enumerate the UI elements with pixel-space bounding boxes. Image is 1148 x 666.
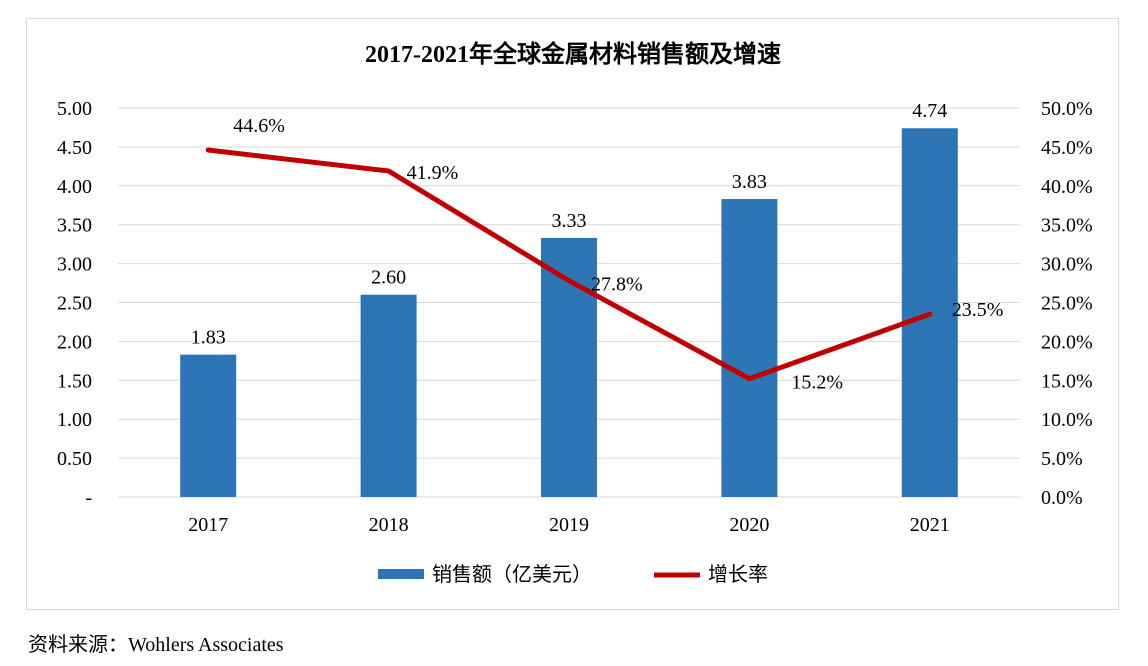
- x-tick-label: 2021: [910, 514, 950, 536]
- right-tick-label: 40.0%: [1041, 176, 1093, 198]
- bar: [541, 237, 597, 497]
- x-tick-label: 2019: [549, 514, 589, 536]
- left-tick-label: 1.50: [57, 370, 92, 392]
- left-tick-label: 5.00: [57, 98, 92, 120]
- right-tick-label: 50.0%: [1041, 98, 1093, 120]
- bar: [721, 199, 778, 497]
- line-value-label: 23.5%: [952, 299, 1004, 321]
- x-tick-label: 2017: [188, 514, 228, 536]
- left-axis: - 0.50 1.00 1.50 2.00 2.50 3.00 3.50 4.00 4.50 5.0…: [57, 98, 92, 509]
- left-tick-label: 2.50: [57, 293, 92, 315]
- left-tick-label: 3.00: [57, 254, 92, 276]
- left-tick-label: 1.00: [57, 409, 92, 431]
- legend-label-bar: 销售额（亿美元）: [432, 563, 592, 586]
- right-tick-label: 20.0%: [1041, 331, 1093, 353]
- growth-line: [205, 147, 933, 382]
- left-tick-label: 3.50: [57, 215, 92, 237]
- x-tick-label: 2020: [729, 514, 769, 536]
- left-tick-label: 4.50: [57, 137, 92, 159]
- x-axis: 2017 2018 2019 2020 2021: [188, 514, 950, 536]
- legend-swatch-bar: [378, 569, 424, 579]
- line-value-label: 15.2%: [791, 372, 843, 394]
- chart-title: 2017-2021年全球金属材料销售额及增速: [365, 40, 781, 68]
- bar-series: 1.83 2.60 3.33 3.83 4.74: [180, 100, 958, 497]
- bar: [360, 294, 417, 497]
- legend-label-line: 增长率: [708, 563, 768, 586]
- bar-value-label: 2.60: [371, 267, 406, 289]
- line-series: 44.6% 41.9% 27.8% 15.2% 23.5%: [205, 115, 1004, 394]
- right-tick-label: 30.0%: [1041, 254, 1093, 276]
- right-tick-label: 35.0%: [1041, 215, 1093, 237]
- bar-value-label: 4.74: [912, 100, 947, 122]
- bar-value-label: 3.33: [552, 210, 587, 232]
- legend: 销售额（亿美元） 增长率: [378, 563, 768, 586]
- left-tick-label: -: [85, 487, 92, 509]
- left-tick-label: 2.00: [57, 331, 92, 353]
- left-tick-label: 0.50: [57, 448, 92, 470]
- bar-value-label: 1.83: [191, 327, 226, 349]
- bar-value-label: 3.83: [732, 171, 767, 193]
- right-axis: 0.0% 5.0% 10.0% 15.0% 20.0% 25.0% 30.0% 35.0% 40…: [1041, 98, 1093, 509]
- right-tick-label: 25.0%: [1041, 293, 1093, 315]
- right-tick-label: 15.0%: [1041, 370, 1093, 392]
- right-tick-label: 10.0%: [1041, 409, 1093, 431]
- x-tick-label: 2018: [369, 514, 409, 536]
- grid-lines: [118, 107, 1020, 498]
- right-tick-label: 45.0%: [1041, 137, 1093, 159]
- line-value-label: 27.8%: [591, 274, 643, 296]
- right-tick-label: 0.0%: [1041, 487, 1083, 509]
- source-note: 资料来源：Wohlers Associates: [28, 634, 284, 656]
- line-value-label: 41.9%: [407, 162, 459, 184]
- right-tick-label: 5.0%: [1041, 448, 1083, 470]
- bar: [180, 354, 237, 497]
- left-tick-label: 4.00: [57, 176, 92, 198]
- line-value-label: 44.6%: [233, 115, 285, 137]
